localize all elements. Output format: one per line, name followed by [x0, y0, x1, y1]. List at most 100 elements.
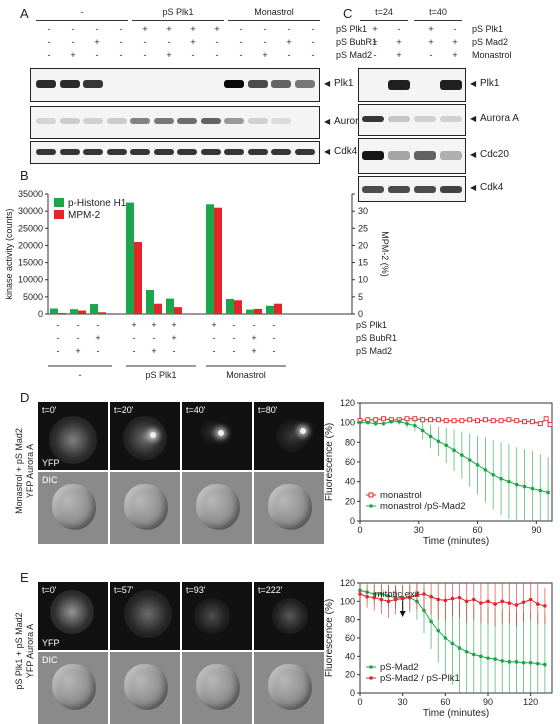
micrograph-timepoint: t=93': [186, 585, 206, 595]
bar-p-histone-h1: [206, 204, 214, 314]
y-tick-label: 5000: [23, 292, 43, 302]
panel-b-sign: +: [251, 333, 256, 343]
series-ps-mad2-ps-plk1-point: [372, 595, 377, 600]
series-monastrol-point: [522, 419, 528, 425]
series-ps-mad2-ps-plk1-point: [415, 593, 419, 597]
panel-c-sign: -: [397, 24, 401, 34]
panel-a-sign: -: [167, 37, 171, 47]
dic-micrograph: [182, 472, 252, 544]
dic-cell: [268, 664, 312, 710]
series-ps-mad2-point: [471, 652, 476, 657]
y-tick-label: 80: [345, 437, 355, 447]
bar-p-histone-h1: [126, 202, 134, 314]
series-monastrol-ps-mad2-point: [397, 419, 401, 424]
panel-a-sign: -: [239, 37, 243, 47]
panel-b-sign: -: [273, 320, 276, 330]
dic-micrograph: DIC: [38, 652, 108, 724]
series-ps-mad2-ps-plk1-point: [379, 597, 384, 602]
series-ps-mad2-ps-plk1-point: [471, 597, 476, 602]
fluorescence-chart-d: 0 20 40 60 80 100 120 0 30 60 90 Time (minutes) Fluo…: [324, 398, 553, 547]
dic-cell: [124, 664, 168, 710]
panel-a-sign: -: [47, 50, 51, 60]
annotation-arrowhead-icon: [399, 611, 406, 617]
panel-b-sign: -: [57, 320, 60, 330]
band-marker-icon: ◀: [324, 146, 331, 156]
series-monastrol-ps-mad2-point: [452, 448, 456, 452]
y-tick-label: 100: [340, 596, 355, 606]
panel-c-sign: -: [453, 24, 457, 34]
panel-a-sign: -: [287, 50, 291, 60]
panel-c-sign: +: [396, 37, 402, 47]
x-tick-label: 90: [531, 525, 541, 535]
panel-b-sign: -: [233, 320, 236, 330]
series-ps-mad2-ps-plk1-point: [500, 599, 505, 604]
panel-c-sign: +: [428, 24, 434, 34]
blot-band: [130, 118, 150, 124]
series-ps-mad2-ps-plk1-point: [358, 592, 362, 596]
y-tick-label: 20: [345, 496, 355, 506]
dic-cell: [268, 484, 312, 530]
series-ps-mad2-ps-plk1-point: [429, 594, 433, 599]
x-tick-label: 60: [473, 525, 483, 535]
yfp-micrograph: t=0' YFP: [38, 582, 108, 650]
panel-a-sign: -: [95, 50, 99, 60]
panel-b-letter: B: [20, 168, 29, 183]
bar-mpm-2: [134, 242, 142, 314]
x-tick-label: 60: [440, 697, 450, 707]
series-ps-mad2-ps-plk1-point: [422, 592, 426, 596]
panel-a-group-line: [36, 20, 128, 21]
panel-a-sign: -: [47, 24, 51, 34]
panel-b-sign: -: [97, 320, 100, 330]
panel-b-row-label: pS Mad2: [356, 346, 392, 356]
y-tick-label: 30000: [18, 206, 43, 216]
panel-a-blot-label: Cdk4: [334, 145, 358, 157]
y-tick-label: 100: [340, 418, 355, 428]
panel-b-sign: -: [253, 320, 256, 330]
y-tick-label: 20: [345, 670, 355, 680]
series-monastrol-ps-mad2-point: [436, 439, 441, 444]
panel-a-blot: [30, 141, 320, 164]
blot-band: [388, 116, 410, 122]
blot-band: [362, 151, 384, 160]
bar-mpm-2: [254, 308, 262, 314]
blot-band: [440, 151, 462, 160]
spindle-spot: [150, 432, 156, 438]
panel-e-side-label: pS Plk1 + pS Mad2 YFP Aurora A: [14, 580, 36, 722]
x-tick-label: 90: [483, 697, 493, 707]
series-monastrol-point: [459, 418, 465, 424]
series-monastrol-ps-mad2-point: [475, 463, 480, 467]
blot-band: [247, 118, 268, 124]
dic-micrograph: [254, 472, 324, 544]
legend-label: pS-Mad2: [380, 662, 419, 673]
panel-a-sign: -: [119, 24, 123, 34]
panel-c-group-header: t=40: [429, 7, 447, 17]
micrograph-timepoint: t=0': [42, 405, 57, 415]
series-ps-mad2-ps-plk1-point: [521, 600, 526, 605]
panel-b-sign: +: [151, 320, 156, 330]
dic-tag: DIC: [42, 655, 58, 665]
band-marker-icon: ◀: [470, 183, 477, 192]
bar-p-histone-h1: [246, 309, 254, 314]
series-monastrol-ps-mad2-point: [530, 486, 535, 491]
series-monastrol-ps-mad2-point: [491, 472, 496, 477]
panel-b-sign: +: [251, 346, 256, 356]
blot-band: [294, 80, 315, 88]
series-monastrol-point: [373, 417, 379, 423]
panel-b-sign: -: [233, 346, 236, 356]
blot-band: [83, 80, 103, 88]
panel-a-sign: -: [191, 50, 195, 60]
panel-c-group-header: t=24: [375, 7, 393, 17]
bar-p-histone-h1: [226, 298, 234, 314]
cell-glow: [276, 420, 308, 452]
series-monastrol-ps-mad2-point: [546, 490, 550, 495]
cell-glow: [49, 416, 97, 464]
legend-label: monastrol /pS-Mad2: [380, 501, 466, 512]
panel-a-sign: -: [119, 37, 123, 47]
series-ps-mad2-ps-plk1-point: [479, 601, 483, 605]
panel-a-sign: -: [71, 37, 75, 47]
cell-glow: [272, 598, 308, 634]
panel-b-sign: -: [173, 346, 176, 356]
y-tick-label: 35000: [18, 189, 43, 199]
blot-band: [294, 149, 315, 155]
cell-glow: [50, 590, 94, 634]
